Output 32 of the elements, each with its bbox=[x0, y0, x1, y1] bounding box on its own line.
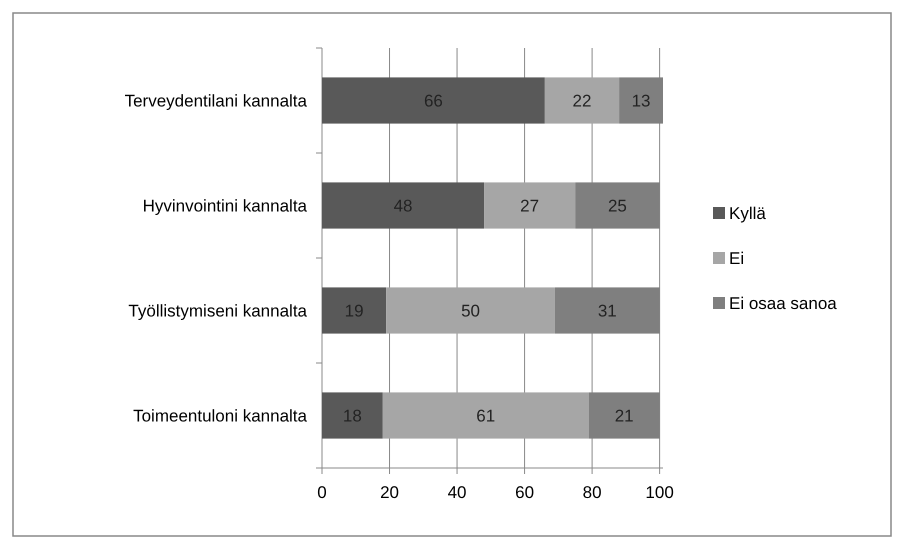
data-label: 13 bbox=[632, 91, 651, 110]
x-tick-label: 0 bbox=[317, 483, 327, 502]
y-tick-label: Terveydentilani kannalta bbox=[124, 91, 308, 110]
bar bbox=[484, 182, 576, 229]
x-tick-label: 40 bbox=[448, 483, 467, 502]
data-label: 50 bbox=[461, 301, 480, 320]
data-label: 22 bbox=[572, 91, 592, 110]
data-label: 19 bbox=[344, 301, 364, 320]
data-label: 61 bbox=[476, 406, 496, 426]
legend-label: Ei bbox=[729, 248, 744, 268]
data-label: 31 bbox=[598, 301, 617, 320]
bar bbox=[382, 392, 589, 439]
data-label: 48 bbox=[394, 196, 412, 216]
x-tick-label: 20 bbox=[380, 483, 399, 502]
bar bbox=[322, 392, 383, 439]
x-tick-label: 100 bbox=[645, 483, 674, 502]
y-tick-label: Hyvinvointini kannalta bbox=[142, 196, 308, 216]
x-tick-label: 60 bbox=[515, 483, 534, 502]
data-label: 66 bbox=[424, 91, 443, 110]
legend-label: Ei osaa sanoa bbox=[729, 294, 838, 313]
data-label: 25 bbox=[608, 196, 627, 216]
bar bbox=[386, 287, 555, 334]
bar bbox=[544, 77, 620, 124]
y-tick-label: Toimeentuloni kannalta bbox=[133, 406, 308, 426]
data-label: 27 bbox=[520, 196, 540, 216]
legend-label: Kyllä bbox=[729, 204, 766, 223]
bar bbox=[322, 287, 386, 334]
x-tick-label: 80 bbox=[582, 483, 602, 502]
y-tick-label: Työllistymiseni kannalta bbox=[128, 301, 308, 320]
data-label: 21 bbox=[614, 406, 634, 426]
bar bbox=[322, 77, 545, 124]
bar bbox=[322, 182, 484, 229]
